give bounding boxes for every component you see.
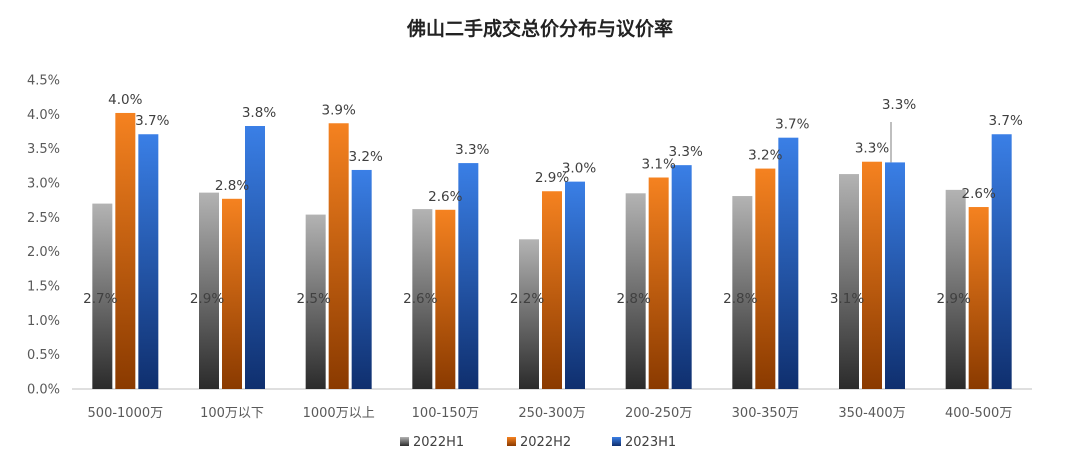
data-label-2023h1: 3.3% xyxy=(455,142,489,158)
data-label-2022h2: 3.2% xyxy=(748,148,782,164)
data-label-2022h1: 2.7% xyxy=(83,291,117,307)
legend-swatch-2023h1 xyxy=(612,437,621,446)
data-label-2022h1: 2.9% xyxy=(937,291,971,307)
data-label-2022h1: 2.2% xyxy=(510,291,544,307)
bar-2022h1 xyxy=(732,196,753,389)
data-label-2022h2: 3.3% xyxy=(855,141,889,157)
x-tick-label: 250-300万 xyxy=(518,406,585,421)
bar-2023h1 xyxy=(351,169,372,389)
data-label-2023h1: 3.7% xyxy=(135,113,169,129)
bar-2022h1 xyxy=(412,209,433,389)
bar-2022h1 xyxy=(199,192,219,389)
bar-2022h1 xyxy=(519,239,539,389)
bar-2022h1 xyxy=(839,174,859,389)
y-tick-label: 4.0% xyxy=(27,108,60,123)
data-label-2022h2: 3.1% xyxy=(642,157,676,173)
y-tick-label: 2.0% xyxy=(27,245,60,260)
bar-2022h2 xyxy=(755,168,776,389)
bar-2022h2 xyxy=(542,191,562,389)
y-tick-label: 3.5% xyxy=(27,142,60,157)
bar-2022h1 xyxy=(625,193,646,389)
bar-2022h2 xyxy=(648,177,669,389)
x-tick-label: 400-500万 xyxy=(945,406,1012,421)
bar-2023h1 xyxy=(458,163,479,389)
data-label-2023h1: 3.8% xyxy=(242,105,276,121)
bar-2022h2 xyxy=(222,198,242,389)
data-label-2022h1: 2.8% xyxy=(617,291,651,307)
bar-2023h1 xyxy=(245,126,265,390)
x-tick-label: 100万以下 xyxy=(200,406,264,421)
data-label-2023h1: 3.3% xyxy=(669,144,703,160)
data-label-2022h2: 2.6% xyxy=(428,189,462,205)
bar-2022h2 xyxy=(328,123,349,389)
data-label-2023h1: 3.0% xyxy=(562,161,596,177)
y-tick-label: 4.5% xyxy=(27,74,60,89)
bar-2022h1 xyxy=(305,214,326,389)
data-label-2023h1: 3.7% xyxy=(989,113,1023,129)
data-label-2022h1: 2.6% xyxy=(403,291,437,307)
y-tick-label: 3.0% xyxy=(27,177,60,192)
x-tick-label: 1000万以上 xyxy=(303,406,375,421)
bar-2023h1 xyxy=(778,137,799,389)
x-tick-label: 300-350万 xyxy=(732,406,799,421)
bar-2023h1 xyxy=(991,134,1012,389)
data-label-2022h1: 3.1% xyxy=(830,291,864,307)
x-tick-label: 200-250万 xyxy=(625,406,692,421)
bar-2023h1 xyxy=(138,134,159,389)
bar-2023h1 xyxy=(565,181,585,389)
bar-2022h2 xyxy=(862,161,882,389)
data-label-2022h2: 2.6% xyxy=(962,186,996,202)
y-tick-label: 0.0% xyxy=(27,383,60,398)
x-tick-label: 100-150万 xyxy=(412,406,479,421)
data-label-2022h2: 3.9% xyxy=(322,102,356,118)
data-label-2022h2: 2.8% xyxy=(215,178,249,194)
chart-title: 佛山二手成交总价分布与议价率 xyxy=(406,18,673,40)
y-tick-label: 0.5% xyxy=(27,348,60,363)
bar-2022h2 xyxy=(115,112,136,390)
legend-label-2022h1: 2022H1 xyxy=(413,435,464,450)
data-label-2022h1: 2.5% xyxy=(297,291,331,307)
bar-2023h1 xyxy=(885,162,905,389)
y-tick-label: 1.0% xyxy=(27,314,60,329)
data-label-2023h1: 3.3% xyxy=(882,97,916,113)
bar-2022h1 xyxy=(945,189,966,389)
data-label-2022h1: 2.8% xyxy=(723,291,757,307)
bar-2022h2 xyxy=(968,207,989,389)
data-label-2022h2: 4.0% xyxy=(108,92,142,108)
data-label-2023h1: 3.2% xyxy=(349,149,383,165)
y-tick-label: 2.5% xyxy=(27,211,60,226)
data-label-2022h1: 2.9% xyxy=(190,291,224,307)
y-tick-label: 1.5% xyxy=(27,280,60,295)
bar-2022h1 xyxy=(92,203,113,389)
legend-swatch-2022h2 xyxy=(507,437,516,446)
legend-label-2023h1: 2023H1 xyxy=(625,435,676,450)
legend-swatch-2022h1 xyxy=(400,437,409,446)
data-label-2023h1: 3.7% xyxy=(775,117,809,133)
x-tick-label: 350-400万 xyxy=(838,406,905,421)
legend-label-2022h2: 2022H2 xyxy=(520,435,571,450)
x-tick-label: 500-1000万 xyxy=(88,406,164,421)
bar-2023h1 xyxy=(671,165,692,389)
data-label-2022h2: 2.9% xyxy=(535,170,569,186)
bar-2022h2 xyxy=(435,209,456,389)
